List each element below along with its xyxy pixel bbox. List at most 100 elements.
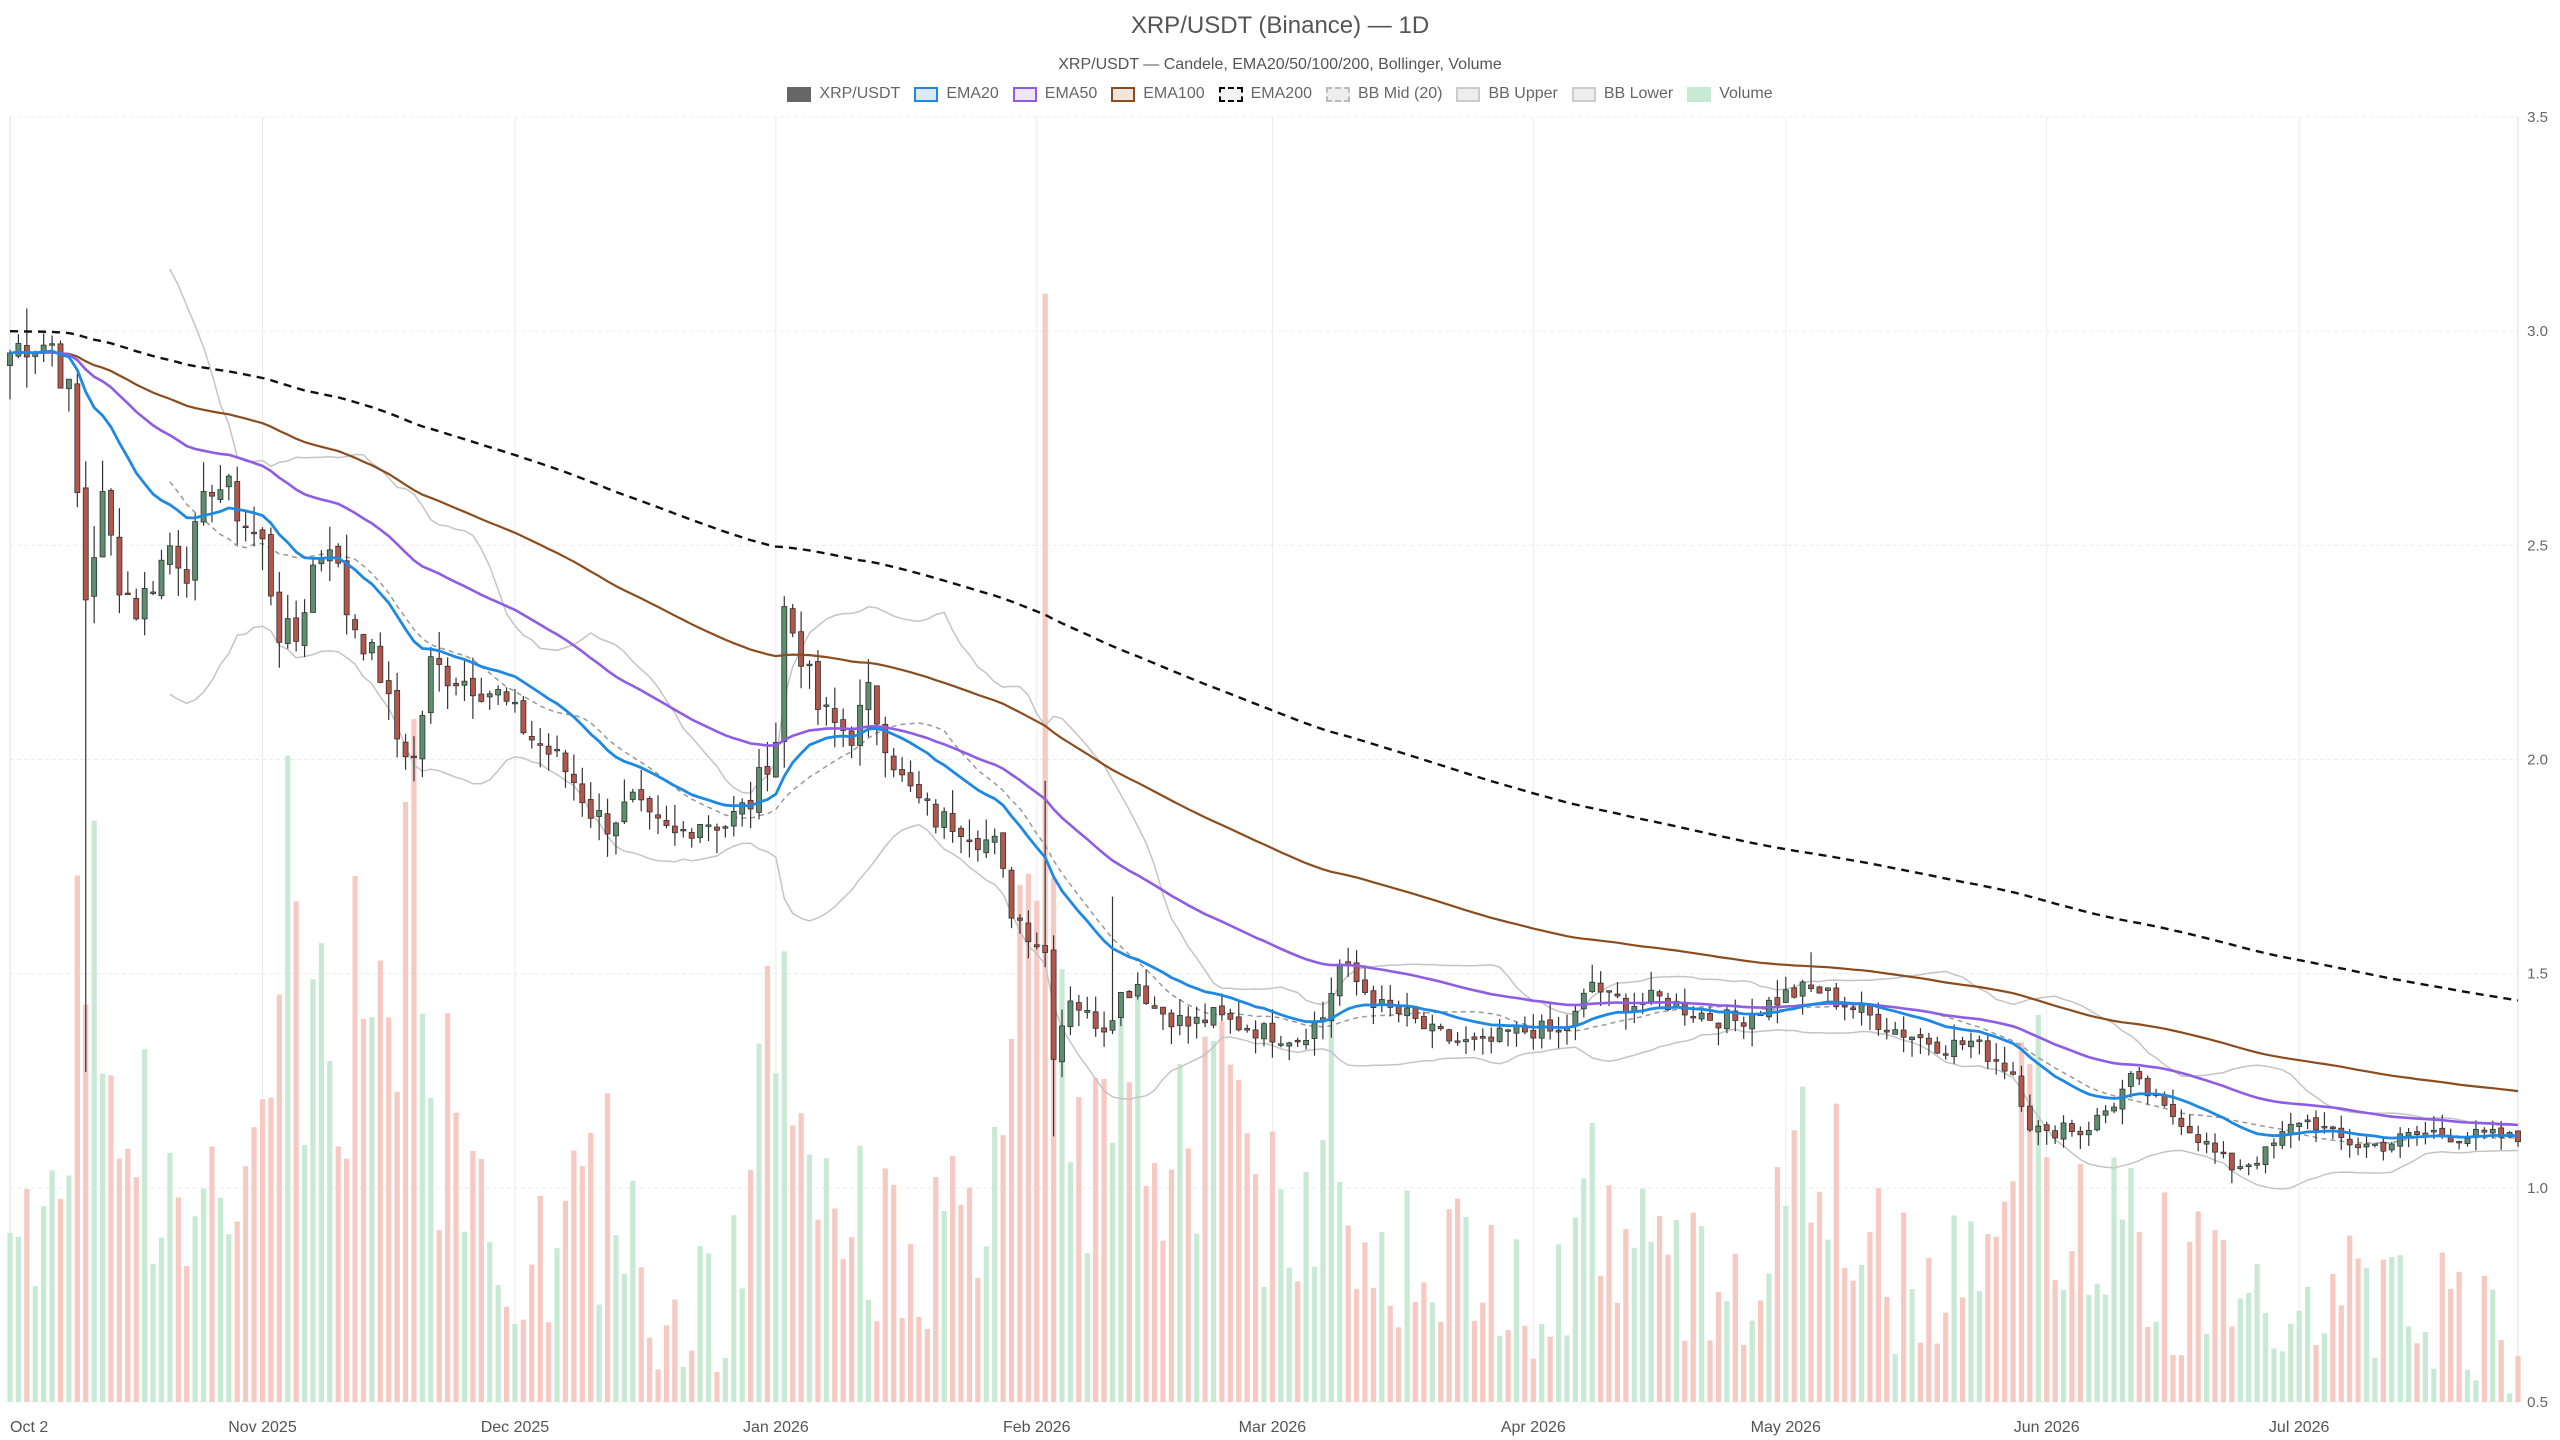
volume-bar <box>1505 1330 1511 1402</box>
volume-bar <box>2380 1259 2386 1402</box>
chart-subtitle: XRP/USDT — Candele, EMA20/50/100/200, Bo… <box>1058 56 1502 73</box>
x-tick-label: Jun 2026 <box>2014 1419 2080 1436</box>
volume-bar <box>1959 1297 1966 1402</box>
volume-bar <box>436 1230 442 1402</box>
candle-body <box>1808 984 1814 990</box>
volume-bar <box>49 1170 55 1402</box>
candle-body <box>1227 1012 1234 1020</box>
candle-body <box>730 811 737 827</box>
candle-body <box>1841 1004 1848 1008</box>
volume-bar <box>638 1267 644 1402</box>
volume-bar <box>933 1177 939 1402</box>
candle-body <box>242 525 249 529</box>
volume-bar <box>1421 1282 1427 1402</box>
legend-item-bb-mid-20[interactable]: BB Mid (20) <box>1326 85 1442 103</box>
candle-body <box>503 691 510 702</box>
volume-bar <box>116 1158 123 1402</box>
candle-body <box>2111 1106 2117 1112</box>
candle-body <box>2346 1138 2353 1146</box>
candle-body <box>419 715 426 760</box>
volume-bar <box>1471 1320 1478 1402</box>
volume-bar <box>2077 1164 2083 1402</box>
legend-item-bb-upper[interactable]: BB Upper <box>1456 85 1558 103</box>
legend-item-ema200[interactable]: EMA200 <box>1218 85 1312 103</box>
volume-bar <box>832 1208 838 1402</box>
candle-body <box>924 798 931 801</box>
candle-body <box>663 820 670 826</box>
candle-body <box>1925 1037 1932 1045</box>
candle-body <box>991 835 998 843</box>
volume-bar <box>2060 1290 2067 1402</box>
candle-body <box>1059 1025 1065 1063</box>
volume-bar <box>108 1075 114 1402</box>
candle-body <box>1193 1016 1200 1024</box>
candle-body <box>1530 1029 1537 1039</box>
volume-bar <box>259 1099 266 1402</box>
volume-bar <box>2170 1354 2176 1402</box>
volume-bar <box>773 1073 779 1402</box>
volume-bar <box>1993 1236 1999 1402</box>
volume-bar <box>1774 1167 1780 1402</box>
volume-bar <box>1101 1078 1107 1402</box>
legend-item-ema100[interactable]: EMA100 <box>1111 85 1205 103</box>
candle-body <box>175 545 182 569</box>
candle-body <box>1698 1012 1705 1020</box>
candle-body <box>2178 1117 2185 1127</box>
legend-item-bb-lower[interactable]: BB Lower <box>1571 85 1673 103</box>
candle-body <box>554 748 560 752</box>
volume-bar <box>301 1144 308 1402</box>
volume-bar <box>1673 1220 1679 1402</box>
volume-bar <box>167 1153 173 1402</box>
volume-bar <box>1909 1289 1915 1402</box>
volume-bar <box>806 1154 813 1402</box>
volume-bar <box>941 1211 947 1402</box>
volume-bar <box>1278 1189 1284 1402</box>
legend-item-ema50[interactable]: EMA50 <box>1012 85 1097 103</box>
candle-body <box>15 343 22 357</box>
candle-body <box>815 661 821 710</box>
candle-body <box>1244 1028 1251 1031</box>
volume-bar <box>1236 1079 1242 1402</box>
volume-bar <box>1665 1254 1671 1402</box>
candle-body <box>1867 1004 1873 1016</box>
volume-bar <box>815 1219 821 1402</box>
volume-bar <box>158 1237 165 1402</box>
candle-body <box>1311 1021 1318 1039</box>
volume-bar <box>1328 1012 1334 1402</box>
legend-item-volume[interactable]: Volume <box>1687 85 1773 103</box>
candle-body <box>2456 1141 2463 1144</box>
volume-bar <box>2220 1240 2227 1402</box>
candle-body <box>2355 1144 2362 1149</box>
volume-bar <box>344 1158 350 1402</box>
candle-body <box>1547 1019 1554 1032</box>
volume-bar <box>1825 1239 1831 1402</box>
volume-bar <box>74 875 80 1402</box>
candle-body <box>394 689 401 740</box>
candle-body <box>1101 1027 1108 1033</box>
volume-bar <box>24 1189 30 1402</box>
legend-item-ema20[interactable]: EMA20 <box>914 85 999 103</box>
volume-bar <box>663 1325 670 1402</box>
candle-body <box>411 755 417 758</box>
candle-body <box>124 592 131 596</box>
y-tick-label: 2.5 <box>2527 537 2548 554</box>
candle-body <box>1362 979 1368 993</box>
volume-bar <box>790 1125 796 1402</box>
candle-body <box>1000 832 1007 869</box>
candle-body <box>495 689 502 696</box>
candle-body <box>756 767 762 813</box>
volume-bar <box>2086 1294 2092 1402</box>
candle-body <box>873 685 880 725</box>
volume-bar <box>268 1097 274 1402</box>
legend-item-xrp-usdt[interactable]: XRP/USDT <box>787 85 900 103</box>
volume-bar <box>2204 1333 2210 1402</box>
candle-body <box>1168 1012 1175 1028</box>
candle-body <box>932 803 939 828</box>
candle-body <box>427 656 434 714</box>
candle-body <box>2363 1143 2370 1148</box>
candle-body <box>1951 1039 1958 1058</box>
volume-bar <box>2229 1326 2235 1402</box>
candle-body <box>1109 1020 1116 1031</box>
volume-bar <box>495 1284 501 1402</box>
candle-body <box>1984 1040 1991 1062</box>
